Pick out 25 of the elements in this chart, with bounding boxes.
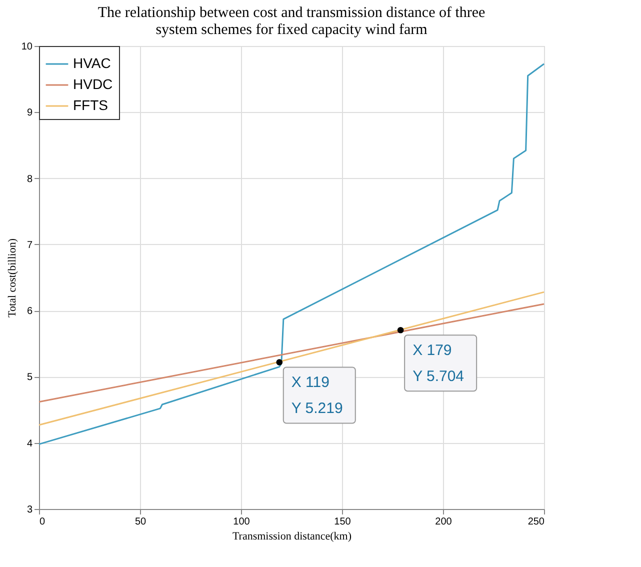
- legend-label: HVDC: [73, 76, 113, 92]
- x-axis-title: Transmission distance(km): [232, 530, 352, 542]
- x-tick-label: 0: [40, 516, 46, 528]
- y-tick-label: 6: [26, 306, 33, 318]
- annotation: Y 5.704: [412, 368, 464, 386]
- x-tick-label: 150: [334, 516, 352, 528]
- y-tick-label: 5: [26, 372, 33, 384]
- y-tick-label: 10: [21, 42, 33, 52]
- x-tick-label: 50: [134, 516, 146, 528]
- y-tick-label: 9: [26, 108, 33, 119]
- y-tick-label: 3: [26, 504, 33, 516]
- text: The relationship between cost and transmission distance of three: [98, 5, 486, 21]
- y-tick-label: 8: [26, 174, 33, 185]
- legend-label: HVAC: [73, 55, 111, 71]
- y-tick-label: 4: [26, 438, 33, 450]
- annotation: Y 5.219: [291, 400, 343, 418]
- text: system schemes for fixed capacity wind farm: [156, 22, 428, 38]
- x-tick-label: 200: [435, 516, 452, 528]
- y-axis-title: Total cost(billion): [6, 238, 18, 318]
- x-tick-label: 100: [233, 516, 250, 528]
- legend-label: FFTS: [73, 97, 108, 113]
- annotation: X 179: [412, 342, 452, 360]
- annotation: X 119: [291, 374, 330, 392]
- x-tick-label: 250: [528, 516, 545, 528]
- y-tick-label: 7: [26, 240, 33, 251]
